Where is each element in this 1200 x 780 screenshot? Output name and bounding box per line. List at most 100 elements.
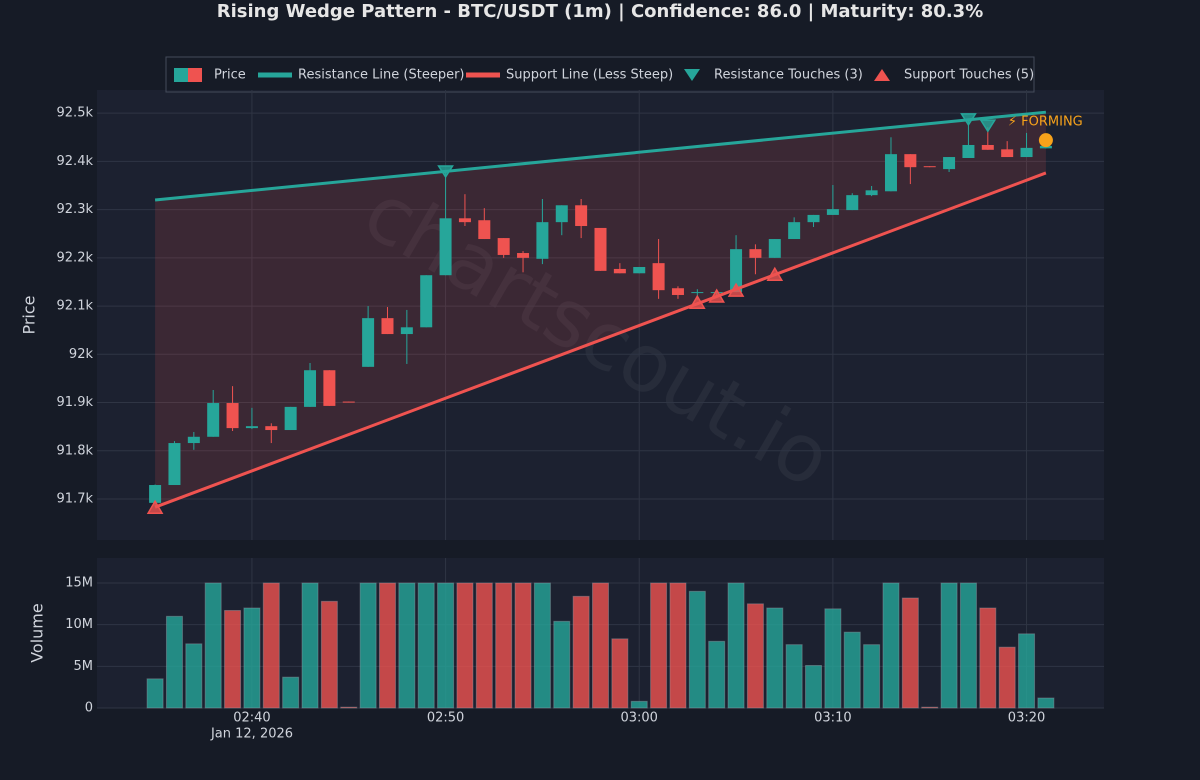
candle-body — [420, 275, 433, 328]
volume-bar — [224, 610, 242, 709]
candle-body — [400, 327, 413, 335]
candle-body — [497, 238, 510, 255]
volume-bar — [243, 607, 261, 709]
candle-body — [652, 263, 665, 291]
candle-body — [884, 154, 897, 192]
y-tick-label: 91.8k — [57, 443, 94, 458]
volume-bar — [398, 582, 416, 709]
candle-body — [458, 218, 471, 223]
x-tick-label: 03:00 — [620, 711, 657, 726]
x-tick-label: 02:50 — [427, 711, 464, 726]
candle-body — [1001, 149, 1014, 158]
candle-body — [284, 406, 297, 431]
candle-body — [730, 249, 743, 293]
legend-swatch — [174, 68, 188, 82]
touch-marker — [979, 119, 997, 133]
legend-label: Resistance Line (Steeper) — [298, 68, 465, 83]
volume-bar — [1018, 633, 1036, 709]
candle-body — [981, 144, 994, 150]
volume-bar — [340, 706, 358, 709]
volume-bar — [475, 582, 493, 709]
candle-body — [865, 190, 878, 196]
volume-bar — [533, 582, 551, 709]
legend-label: Resistance Touches (3) — [714, 68, 863, 83]
volume-bar — [378, 582, 396, 709]
candle-body — [826, 209, 839, 215]
volume-bar — [611, 638, 629, 709]
candle-body — [671, 288, 684, 295]
volume-bar — [437, 582, 455, 709]
volume-bar — [998, 646, 1016, 709]
forming-label: ⚡ FORMING — [1008, 115, 1083, 130]
legend-box — [165, 56, 1035, 93]
y-axis-title: Price — [20, 295, 39, 334]
candle-body — [478, 220, 491, 240]
volume-bar — [785, 644, 803, 709]
volume-bar — [882, 582, 900, 709]
legend-swatch — [188, 68, 202, 82]
candle-body — [923, 166, 936, 168]
candle-body — [555, 205, 568, 223]
trend-line — [154, 171, 1047, 509]
volume-bar — [959, 582, 977, 709]
candle-body — [168, 443, 181, 486]
candle-body — [846, 195, 859, 211]
volume-bar — [727, 582, 745, 709]
y-tick-label: 91.9k — [57, 395, 94, 410]
volume-bar — [262, 582, 280, 709]
candle-body — [362, 318, 375, 367]
volume-bar — [805, 665, 823, 709]
y-tick-label: 15M — [65, 576, 93, 591]
touch-marker — [708, 288, 725, 303]
volume-bar — [301, 582, 319, 709]
touch-marker — [437, 165, 454, 179]
candle-body — [245, 426, 258, 429]
forming-marker — [1038, 133, 1053, 148]
legend-label: Price — [214, 68, 246, 83]
trend-line — [154, 110, 1047, 202]
touch-marker — [727, 282, 745, 297]
candle-body — [788, 222, 801, 240]
volume-bar — [572, 595, 590, 709]
candle-body — [149, 485, 162, 503]
candle-body — [226, 403, 239, 429]
y-tick-label: 92.3k — [57, 202, 94, 217]
volume-bar — [650, 582, 668, 709]
volume-bar — [359, 582, 377, 709]
candle-body — [749, 249, 762, 258]
volume-bar — [204, 582, 222, 709]
volume-bar — [1037, 697, 1055, 709]
candle-body — [943, 157, 956, 170]
touch-marker — [960, 113, 977, 127]
candle-body — [323, 370, 336, 406]
candle-body — [439, 218, 452, 276]
volume-bar — [669, 582, 687, 709]
candle-body — [594, 227, 607, 271]
candle-body — [633, 267, 646, 274]
volume-bar — [921, 706, 939, 709]
candle-body — [517, 253, 530, 258]
volume-bar — [746, 603, 764, 709]
y-tick-label: 92k — [69, 347, 94, 362]
volume-bar — [708, 640, 726, 709]
legend-swatch — [684, 69, 700, 81]
volume-axis-title: Volume — [28, 603, 47, 663]
volume-bar — [417, 582, 435, 709]
volume-bar — [456, 582, 474, 709]
candle-body — [265, 426, 278, 431]
volume-bar — [320, 600, 338, 709]
touch-marker — [766, 266, 784, 281]
volume-bar — [514, 582, 532, 709]
candle-body — [187, 436, 200, 444]
y-tick-label: 91.7k — [57, 492, 94, 507]
candle-body — [613, 268, 626, 274]
y-tick-label: 92.5k — [57, 106, 94, 121]
chart-title: Rising Wedge Pattern - BTC/USDT (1m) | C… — [217, 1, 983, 22]
legend-label: Support Line (Less Steep) — [506, 68, 673, 83]
x-tick-label: 03:20 — [1008, 711, 1045, 726]
volume-bar — [901, 597, 919, 709]
y-tick-label: 92.4k — [57, 154, 94, 169]
candle-body — [962, 144, 975, 159]
x-date-label: Jan 12, 2026 — [210, 727, 293, 742]
